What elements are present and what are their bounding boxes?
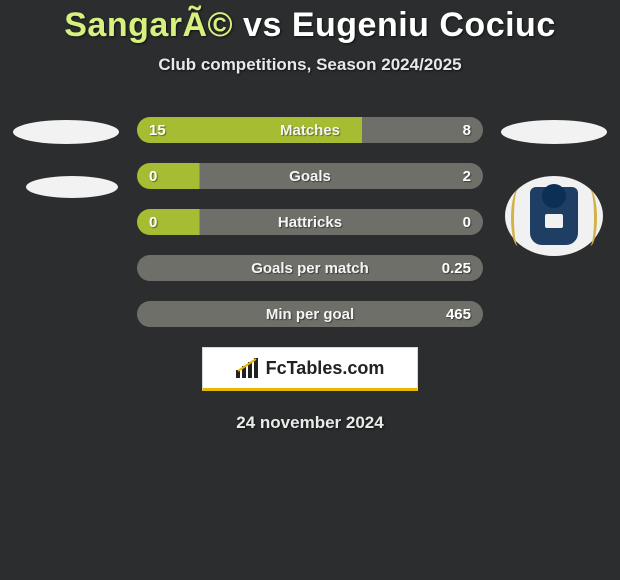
stat-row: Goals per match0.25: [137, 255, 483, 281]
stat-label: Min per goal: [137, 306, 483, 323]
stat-row: 0Goals2: [137, 163, 483, 189]
stat-value-a: 15: [149, 122, 166, 139]
stat-rows: 15Matches80Goals20Hattricks0Goals per ma…: [0, 117, 620, 327]
subtitle: Club competitions, Season 2024/2025: [0, 55, 620, 75]
stat-label: Hattricks: [137, 214, 483, 231]
stat-label: Matches: [137, 122, 483, 139]
stat-row: Min per goal465: [137, 301, 483, 327]
comparison-card: SangarÃ© vs Eugeniu Cociuc Club competit…: [0, 0, 620, 433]
attribution-text: FcTables.com: [266, 358, 385, 379]
title-vs: vs: [233, 6, 292, 44]
stat-value-b: 8: [463, 122, 471, 139]
stat-value-a: 0: [149, 214, 157, 231]
bars-icon: [236, 358, 260, 378]
stat-label: Goals: [137, 168, 483, 185]
stat-row: 0Hattricks0: [137, 209, 483, 235]
stat-value-b: 0.25: [442, 260, 471, 277]
stat-value-b: 2: [463, 168, 471, 185]
stat-row: 15Matches8: [137, 117, 483, 143]
page-title: SangarÃ© vs Eugeniu Cociuc: [0, 6, 620, 45]
attribution-box: FcTables.com: [202, 347, 418, 391]
stat-value-a: 0: [149, 168, 157, 185]
stat-label: Goals per match: [137, 260, 483, 277]
title-player-b: Eugeniu Cociuc: [292, 6, 556, 44]
stat-value-b: 0: [463, 214, 471, 231]
stat-value-b: 465: [446, 306, 471, 323]
generation-date: 24 november 2024: [0, 413, 620, 433]
title-player-a: SangarÃ©: [64, 6, 233, 44]
